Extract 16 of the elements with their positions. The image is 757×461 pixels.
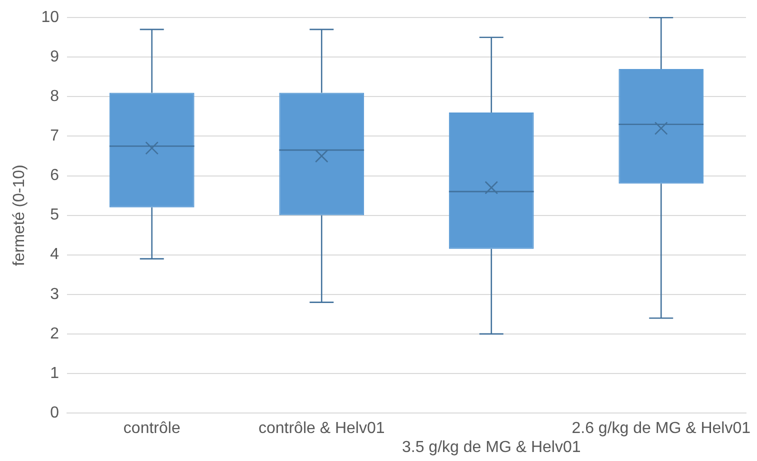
y-tick-label: 5	[50, 206, 60, 224]
y-axis-title: fermeté (0-10)	[11, 164, 28, 266]
y-tick-label: 1	[50, 364, 60, 382]
y-tick-label: 8	[50, 88, 60, 106]
y-tick-label: 4	[50, 246, 60, 264]
y-tick-label: 6	[50, 167, 60, 184]
y-tick-label: 2	[50, 325, 60, 342]
y-tick-label: 9	[50, 48, 60, 66]
y-tick-label: 10	[41, 9, 60, 26]
y-tick-label: 3	[50, 286, 60, 303]
y-tick-label: 0	[50, 404, 60, 422]
x-tick-label: contrôle	[123, 420, 180, 438]
y-tick-label: 7	[50, 128, 60, 145]
x-tick-label: 2.6 g/kg de MG & Helv01	[572, 420, 751, 438]
x-tick-label: 3.5 g/kg de MG & Helv01	[402, 439, 581, 456]
x-tick-label: contrôle & Helv01	[258, 420, 385, 438]
